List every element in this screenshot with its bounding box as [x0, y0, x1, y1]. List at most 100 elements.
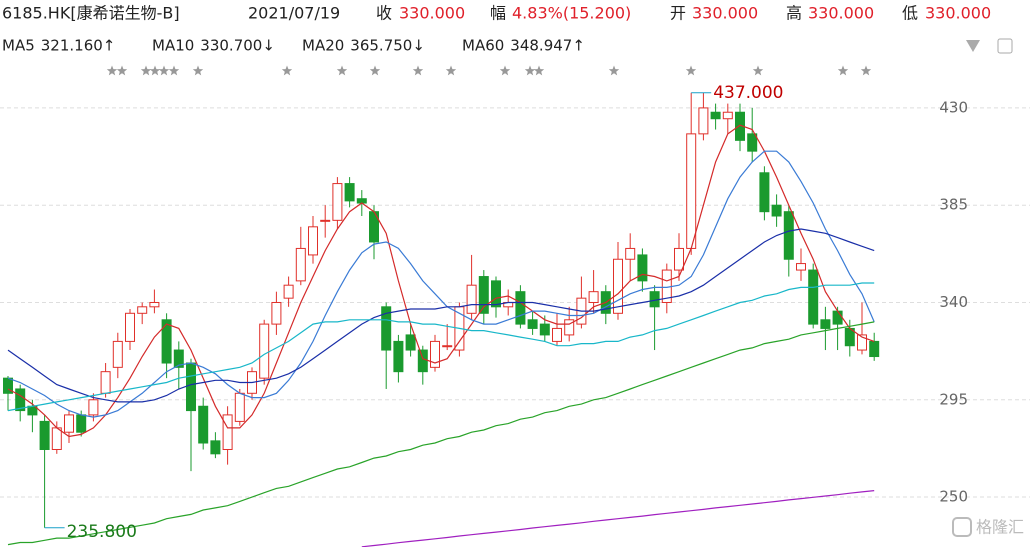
item-value: 4.83%(15.200)	[512, 4, 631, 23]
ma-line	[7, 321, 875, 546]
candle-body	[771, 204, 782, 217]
candle-body	[808, 269, 819, 325]
y-tick-label: 295	[939, 390, 968, 408]
legend-label: MA60	[462, 37, 504, 55]
candle-body	[393, 340, 404, 373]
candle-body	[698, 107, 709, 135]
star	[106, 65, 118, 76]
y-tick-label: 385	[939, 196, 968, 214]
candle-body	[222, 414, 233, 450]
candle-body	[491, 280, 501, 308]
candle-body	[295, 247, 306, 282]
candle-body	[137, 306, 148, 314]
annotation-label: 235.800	[67, 522, 137, 542]
candle-body	[161, 319, 172, 364]
candle-body	[442, 345, 453, 348]
candle-body	[539, 323, 550, 336]
candle-body	[796, 263, 806, 271]
candle-body	[234, 392, 245, 422]
ma-line	[361, 490, 875, 547]
star	[116, 65, 128, 76]
candle-body	[271, 301, 282, 325]
candle-body	[613, 258, 623, 314]
date: 2021/07/19	[248, 4, 340, 23]
settings-icon	[997, 38, 1013, 54]
item-value: 330.000	[692, 4, 758, 23]
candle-body	[783, 211, 794, 260]
annotation-label: 437.000	[713, 83, 783, 103]
candle-body	[527, 319, 538, 329]
candle-body	[857, 334, 867, 351]
candle-body	[759, 172, 770, 213]
star	[369, 65, 381, 76]
ma-line	[7, 150, 875, 418]
star	[533, 65, 545, 76]
star	[140, 65, 152, 76]
legend-label: MA20	[302, 37, 344, 55]
star	[685, 65, 697, 76]
legend-value: 321.160↑	[41, 37, 116, 55]
candle-body	[381, 306, 392, 351]
star	[192, 65, 204, 76]
star	[158, 65, 170, 76]
legend-value: 330.700↓	[200, 37, 275, 55]
candle-body	[51, 427, 62, 450]
star	[412, 65, 424, 76]
candle-body	[320, 219, 331, 222]
candle-body	[15, 388, 26, 412]
y-tick-label: 430	[939, 98, 968, 116]
candle-body	[637, 254, 648, 282]
star	[445, 65, 457, 76]
candle-body	[674, 247, 684, 271]
candle-body	[125, 312, 135, 342]
candle-body	[3, 377, 13, 394]
star	[336, 65, 348, 76]
y-tick-label: 340	[939, 293, 968, 311]
candle-body	[308, 226, 318, 256]
candle-body	[430, 340, 440, 368]
item-label: 高	[786, 4, 802, 23]
star	[499, 65, 511, 76]
event-markers	[106, 65, 872, 76]
candle-body	[283, 284, 294, 299]
star	[524, 65, 536, 76]
legend-value: 348.947↑	[510, 37, 585, 55]
item-label: 幅	[490, 4, 506, 23]
item-value: 330.000	[399, 4, 465, 23]
star	[860, 65, 872, 76]
ma-line	[7, 282, 875, 412]
item-label: 低	[902, 4, 918, 23]
candle-body	[747, 133, 758, 152]
candle-body	[515, 291, 526, 325]
star	[281, 65, 293, 76]
item-value: 330.000	[808, 4, 874, 23]
star	[752, 65, 764, 76]
item-label: 收	[376, 4, 392, 23]
candle-body	[210, 440, 221, 455]
item-label: 开	[670, 4, 686, 23]
stock-code: 6185.HK[康希诺生物-B]	[2, 4, 180, 23]
candle-body	[710, 111, 721, 120]
watermark-icon	[952, 517, 972, 537]
candle-body	[112, 340, 123, 368]
ma-line	[7, 124, 875, 438]
candle-body	[100, 371, 111, 394]
candle-body	[832, 310, 843, 325]
star	[608, 65, 620, 76]
legend-value: 365.750↓	[350, 37, 425, 55]
candle-body	[186, 362, 196, 412]
candle-body	[869, 340, 880, 358]
candle-body	[173, 349, 184, 368]
candle-body	[405, 334, 416, 351]
candle-body	[686, 133, 697, 249]
watermark: 格隆汇	[976, 518, 1024, 537]
candle-body	[259, 323, 270, 379]
candle-body	[417, 349, 428, 373]
candle-body	[76, 414, 87, 433]
candle-body	[39, 420, 50, 450]
candle-body	[722, 111, 733, 120]
candle-body	[332, 183, 343, 221]
candle-body	[625, 247, 636, 260]
